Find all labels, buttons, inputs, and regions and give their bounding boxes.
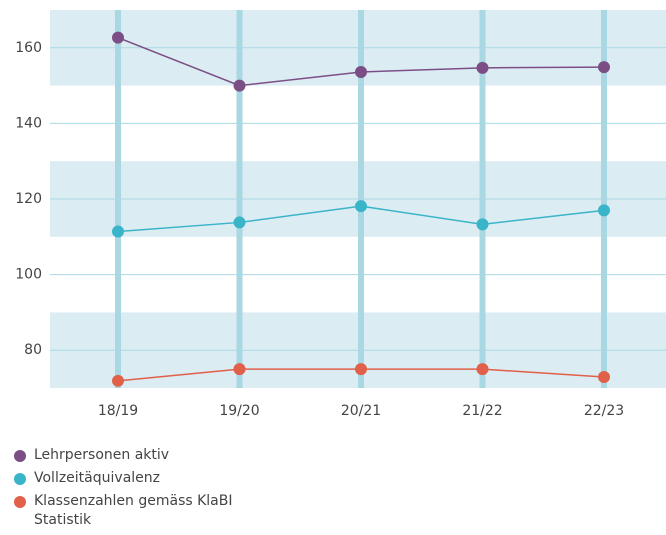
- data-point: [112, 374, 124, 387]
- data-point: [233, 79, 246, 92]
- y-tick-label: 160: [15, 40, 42, 56]
- data-point: [476, 218, 489, 231]
- x-tick-label: 19/20: [219, 403, 259, 419]
- legend-item: Lehrpersonen aktiv: [14, 446, 274, 465]
- legend-label: Klassenzahlen gemäss KlaBI Statistik: [34, 493, 233, 528]
- data-point: [476, 363, 489, 376]
- x-tick-label: 22/23: [584, 403, 624, 419]
- data-point: [233, 363, 246, 376]
- data-point: [355, 200, 367, 213]
- x-tick-label: 18/19: [98, 403, 138, 419]
- data-point: [112, 31, 124, 44]
- data-point: [355, 65, 367, 78]
- legend-item: Klassenzahlen gemäss KlaBI Statistik: [14, 492, 274, 530]
- legend-label: Lehrpersonen aktiv: [34, 447, 170, 463]
- data-point: [598, 371, 610, 384]
- y-tick-label: 100: [15, 267, 42, 283]
- legend-item: Vollzeitäquivalenz: [14, 469, 274, 488]
- y-tick-label: 140: [15, 115, 42, 131]
- legend: Lehrpersonen aktiv Vollzeitäquivalenz Klas…: [14, 446, 274, 534]
- data-point: [112, 225, 124, 238]
- legend-swatch: [14, 473, 26, 485]
- y-tick-label: 80: [24, 342, 42, 358]
- data-point: [233, 216, 246, 229]
- data-point: [598, 61, 610, 74]
- legend-swatch: [14, 450, 26, 462]
- legend-label: Vollzeitäquivalenz: [34, 470, 160, 486]
- data-point: [598, 204, 610, 217]
- y-tick-label: 120: [15, 191, 42, 207]
- data-point: [476, 61, 489, 74]
- chart: 80 100 120 140 160 18/19 19/20 20/21 21/22 22/23: [15, 10, 666, 419]
- data-point: [355, 363, 367, 376]
- x-tick-label: 21/22: [462, 403, 502, 419]
- legend-swatch: [14, 496, 26, 508]
- x-tick-label: 20/21: [341, 403, 381, 419]
